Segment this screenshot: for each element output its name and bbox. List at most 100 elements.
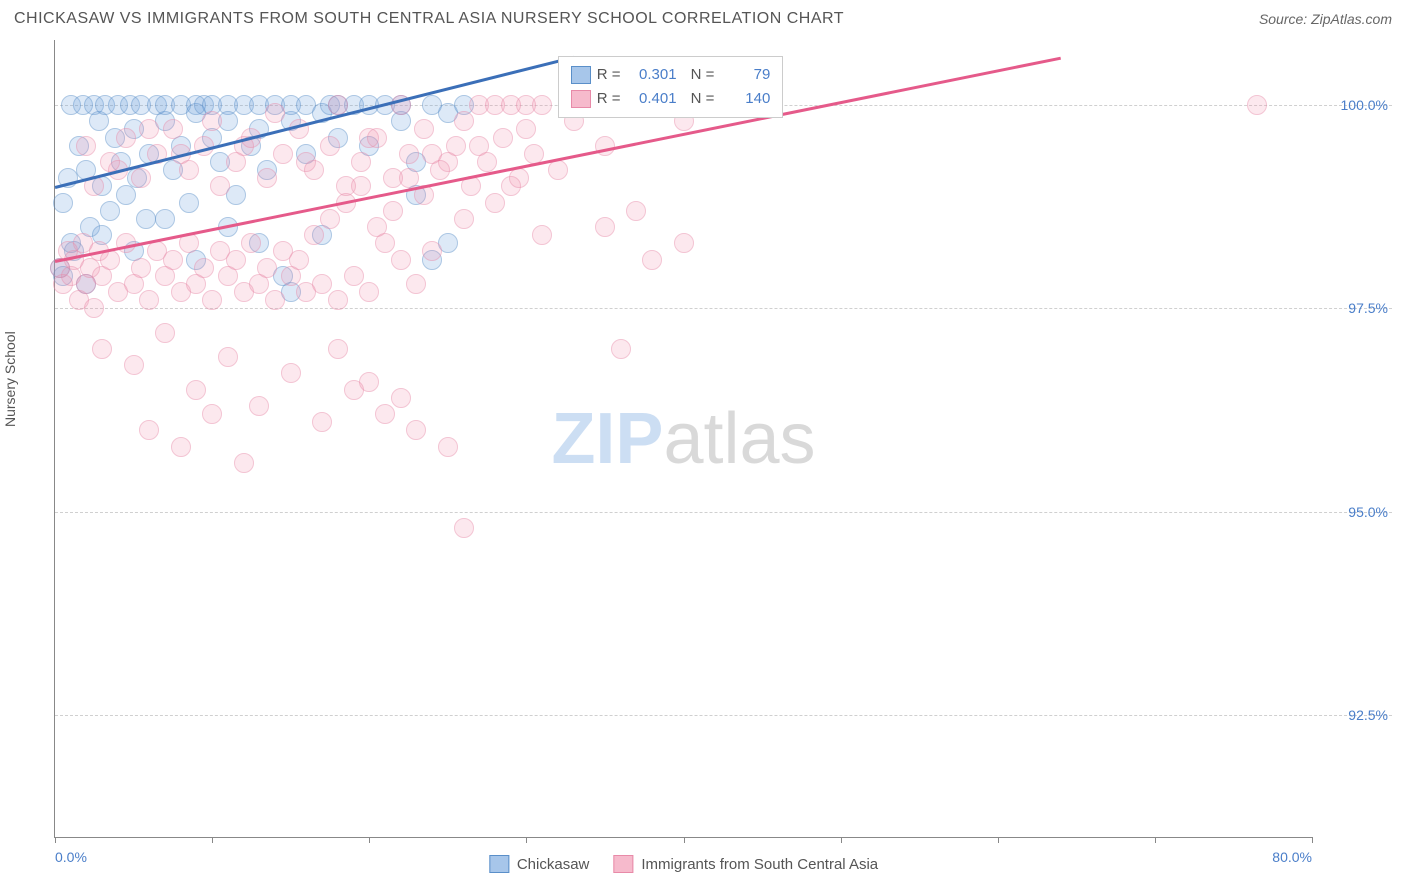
r-value: 0.401	[627, 90, 677, 107]
data-point	[446, 136, 466, 156]
data-point	[532, 95, 552, 115]
n-value: 79	[720, 66, 770, 83]
data-point	[139, 119, 159, 139]
data-point	[611, 339, 631, 359]
data-point	[359, 372, 379, 392]
r-label: R =	[597, 66, 621, 83]
data-point	[312, 412, 332, 432]
data-point	[155, 323, 175, 343]
data-point	[304, 160, 324, 180]
data-point	[626, 201, 646, 221]
stats-legend-row: R = 0.301 N = 79	[571, 63, 771, 87]
data-point	[194, 258, 214, 278]
stats-legend-row: R = 0.401 N = 140	[571, 87, 771, 111]
plot-region: ZIPatlas 92.5%95.0%97.5%100.0%0.0%80.0%R…	[54, 40, 1312, 838]
data-point	[328, 339, 348, 359]
n-value: 140	[720, 90, 770, 107]
data-point	[131, 258, 151, 278]
data-point	[249, 396, 269, 416]
data-point	[414, 119, 434, 139]
data-point	[202, 290, 222, 310]
r-value: 0.301	[627, 66, 677, 83]
data-point	[454, 209, 474, 229]
data-point	[304, 225, 324, 245]
data-point	[76, 136, 96, 156]
x-tick	[841, 837, 842, 843]
data-point	[100, 201, 120, 221]
watermark: ZIPatlas	[551, 398, 815, 480]
data-point	[383, 168, 403, 188]
data-point	[312, 274, 332, 294]
data-point	[399, 144, 419, 164]
data-point	[351, 152, 371, 172]
x-tick	[55, 837, 56, 843]
data-point	[163, 250, 183, 270]
data-point	[516, 119, 536, 139]
gridline	[55, 308, 1392, 309]
data-point	[595, 217, 615, 237]
data-point	[202, 404, 222, 424]
legend-label: Immigrants from South Central Asia	[641, 856, 878, 873]
data-point	[116, 128, 136, 148]
data-point	[375, 233, 395, 253]
data-point	[218, 347, 238, 367]
data-point	[367, 128, 387, 148]
data-point	[171, 437, 191, 457]
legend-item: Chickasaw	[489, 855, 590, 873]
data-point	[100, 152, 120, 172]
data-point	[477, 152, 497, 172]
legend-item: Immigrants from South Central Asia	[613, 855, 878, 873]
data-point	[454, 111, 474, 131]
x-tick	[1155, 837, 1156, 843]
legend-swatch	[613, 855, 633, 873]
data-point	[469, 95, 489, 115]
data-point	[320, 136, 340, 156]
data-point	[179, 160, 199, 180]
data-point	[406, 274, 426, 294]
stats-legend: R = 0.301 N = 79 R = 0.401 N = 140	[558, 56, 784, 118]
data-point	[273, 144, 293, 164]
data-point	[344, 266, 364, 286]
x-tick-label: 80.0%	[1272, 849, 1312, 865]
data-point	[265, 103, 285, 123]
data-point	[265, 290, 285, 310]
data-point	[438, 437, 458, 457]
data-point	[320, 209, 340, 229]
x-tick	[526, 837, 527, 843]
y-tick-label: 100.0%	[1341, 97, 1388, 113]
data-point	[155, 209, 175, 229]
data-point	[289, 250, 309, 270]
series-legend: Chickasaw Immigrants from South Central A…	[489, 855, 878, 873]
data-point	[131, 168, 151, 188]
data-point	[163, 119, 183, 139]
data-point	[202, 111, 222, 131]
gridline	[55, 512, 1392, 513]
data-point	[493, 128, 513, 148]
gridline	[55, 715, 1392, 716]
n-label: N =	[691, 66, 715, 83]
data-point	[139, 420, 159, 440]
y-axis-label: Nursery School	[2, 331, 18, 427]
x-tick	[998, 837, 999, 843]
data-point	[53, 193, 73, 213]
data-point	[328, 290, 348, 310]
data-point	[454, 518, 474, 538]
data-point	[391, 250, 411, 270]
chart-title: CHICKASAW VS IMMIGRANTS FROM SOUTH CENTR…	[14, 10, 844, 28]
data-point	[234, 453, 254, 473]
data-point	[92, 339, 112, 359]
data-point	[84, 298, 104, 318]
n-label: N =	[691, 90, 715, 107]
data-point	[226, 152, 246, 172]
data-point	[383, 201, 403, 221]
chart-area: Nursery School ZIPatlas 92.5%95.0%97.5%1…	[14, 40, 1392, 878]
data-point	[124, 355, 144, 375]
data-point	[642, 250, 662, 270]
r-label: R =	[597, 90, 621, 107]
data-point	[257, 258, 277, 278]
data-point	[422, 241, 442, 261]
data-point	[532, 225, 552, 245]
data-point	[136, 209, 156, 229]
data-point	[430, 160, 450, 180]
data-point	[210, 176, 230, 196]
